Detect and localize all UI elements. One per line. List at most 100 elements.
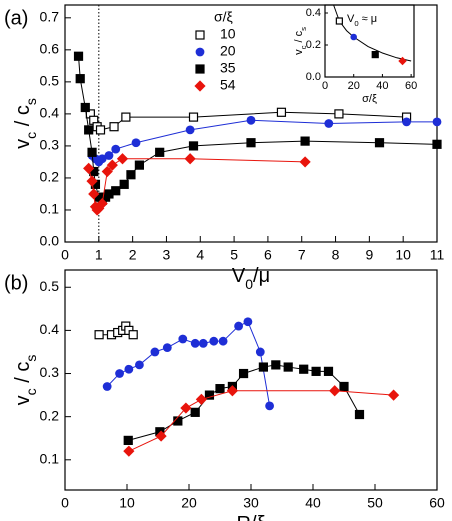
- marker: [299, 156, 311, 168]
- marker: [299, 364, 309, 374]
- marker: [371, 50, 379, 59]
- annotation-part: 0: [354, 19, 358, 28]
- y-tick-label: 0.3: [40, 137, 60, 153]
- x-tick-label: 4: [196, 247, 204, 263]
- x-tick-label: 7: [298, 247, 306, 263]
- marker: [73, 51, 84, 61]
- marker: [84, 125, 94, 135]
- y-tick-label: 0.5: [40, 278, 60, 294]
- x-tick-label: 20: [181, 495, 197, 511]
- y-axis-label: vc / cs: [12, 355, 38, 406]
- marker: [334, 109, 344, 119]
- marker: [123, 445, 135, 457]
- marker: [195, 47, 205, 57]
- x-tick-label: 40: [305, 495, 321, 511]
- panel-label: (a): [4, 7, 28, 29]
- marker: [311, 366, 321, 376]
- marker: [116, 153, 129, 165]
- plot-frame: [64, 269, 438, 491]
- legend-title: σ/ξ: [214, 9, 233, 25]
- y-axis-label-part: v: [12, 395, 34, 405]
- marker: [155, 147, 165, 157]
- marker: [265, 401, 274, 411]
- y-tick-label: 0.5: [40, 73, 60, 89]
- marker: [258, 362, 268, 372]
- marker: [94, 330, 104, 340]
- marker: [80, 102, 90, 113]
- series-line: [128, 364, 360, 441]
- marker: [195, 393, 207, 406]
- marker: [101, 165, 113, 178]
- x-axis-label-part: 0: [245, 276, 253, 292]
- x-tick-label: 0: [61, 247, 69, 263]
- marker: [198, 338, 208, 348]
- y-tick-label: 0.2: [40, 407, 60, 423]
- x-tick-label: 0: [322, 80, 328, 92]
- x-tick-label: 1: [95, 247, 103, 263]
- y-tick-label: 0.4: [306, 7, 321, 19]
- marker: [324, 119, 334, 128]
- marker: [131, 138, 141, 148]
- y-axis-label: vc / cs: [12, 98, 38, 149]
- x-tick-label: 11: [430, 247, 445, 263]
- marker: [354, 409, 365, 420]
- y-axis-label-part: / c: [293, 30, 305, 45]
- marker: [185, 125, 195, 135]
- marker: [323, 366, 334, 376]
- marker: [300, 136, 310, 146]
- x-tick-label: 8: [332, 247, 340, 263]
- x-axis-label: σ/ξ: [362, 93, 377, 105]
- marker: [215, 384, 225, 394]
- x-tick-label: 20: [348, 80, 360, 92]
- marker: [329, 385, 341, 397]
- marker: [83, 162, 95, 174]
- annotation-part: V: [347, 13, 355, 25]
- marker: [123, 435, 133, 445]
- marker: [350, 33, 358, 41]
- marker: [243, 317, 253, 327]
- marker: [119, 179, 129, 189]
- marker: [106, 159, 118, 171]
- marker: [188, 141, 199, 151]
- x-axis-label: R/ξ: [237, 513, 266, 521]
- y-tick-label: 0.0: [306, 71, 321, 83]
- marker: [218, 336, 228, 346]
- marker: [276, 107, 287, 117]
- marker: [432, 139, 442, 149]
- x-axis-label-part: σ/ξ: [362, 93, 377, 105]
- x-axis-label: V0/μ: [232, 265, 270, 291]
- x-tick-label: 10: [119, 495, 135, 511]
- y-axis-label-part: / c: [12, 105, 34, 132]
- marker: [178, 334, 188, 344]
- marker: [190, 407, 200, 417]
- marker: [190, 338, 200, 348]
- y-axis-label-part: c: [23, 132, 39, 139]
- marker: [432, 117, 442, 127]
- y-tick-label: 0.4: [40, 321, 60, 337]
- y-axis-label-part: v: [293, 49, 305, 55]
- marker: [86, 175, 98, 187]
- x-tick-label: 0: [61, 495, 69, 511]
- series-line: [128, 390, 394, 452]
- y-axis-label-part: / c: [12, 362, 34, 389]
- marker: [234, 321, 244, 331]
- y-tick-label: 0.6: [40, 41, 60, 57]
- marker: [204, 390, 215, 400]
- marker: [398, 56, 407, 66]
- x-axis-label-part: /μ: [253, 265, 270, 287]
- y-tick-label: 0.1: [40, 201, 60, 217]
- marker: [339, 381, 349, 392]
- marker: [162, 343, 172, 353]
- marker: [374, 138, 385, 148]
- marker: [180, 402, 192, 414]
- legend-label: 54: [220, 77, 236, 93]
- marker: [388, 389, 400, 401]
- y-tick-label: 0.2: [306, 39, 321, 51]
- marker: [255, 347, 265, 357]
- marker: [195, 30, 205, 40]
- marker: [111, 186, 121, 196]
- marker: [195, 64, 205, 74]
- marker: [271, 360, 281, 370]
- marker: [121, 112, 131, 122]
